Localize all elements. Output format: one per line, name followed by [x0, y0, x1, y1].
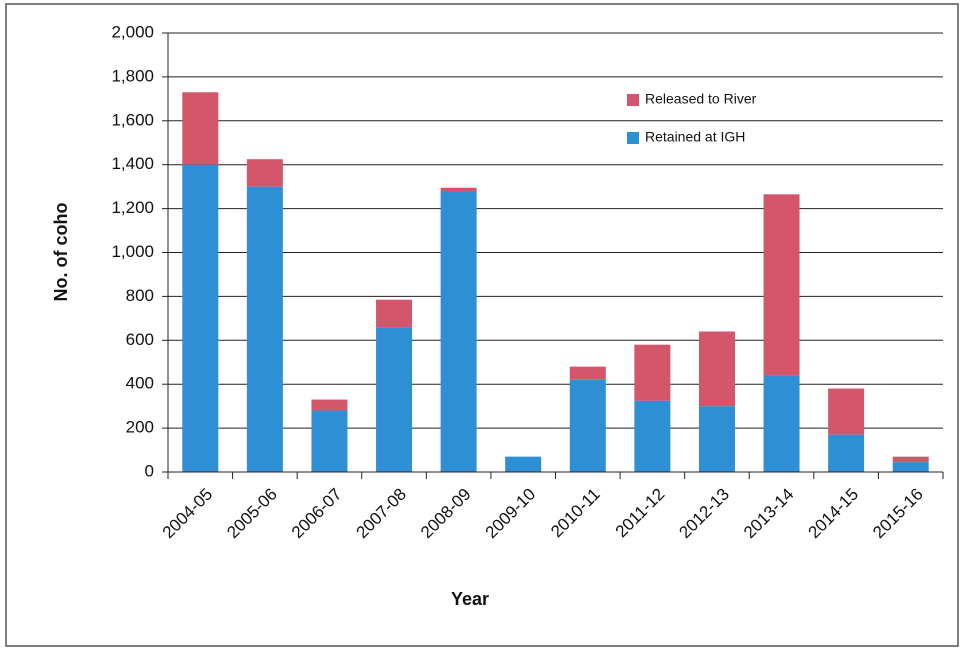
bar-segment	[828, 434, 865, 472]
bar-segment	[569, 379, 606, 472]
y-axis-title: No. of coho	[51, 203, 71, 302]
legend-swatch	[627, 94, 639, 106]
bar-segment	[892, 462, 929, 472]
bar-segment	[634, 400, 671, 472]
bar-segment	[246, 159, 283, 187]
bar-segment	[763, 194, 800, 376]
frame	[5, 3, 959, 647]
y-tick-label: 1,200	[111, 198, 154, 217]
y-tick-label: 0	[145, 461, 154, 480]
bar-segment	[376, 327, 413, 472]
legend-swatch	[627, 132, 639, 144]
bar-segment	[698, 331, 735, 407]
bar-segment	[311, 410, 348, 472]
bar-segment	[892, 456, 929, 463]
y-tick-label: 1,600	[111, 110, 154, 129]
y-tick-label: 2,000	[111, 22, 154, 41]
bar-segment	[698, 406, 735, 472]
x-axis-title: Year	[451, 589, 489, 609]
bar-segment	[440, 191, 477, 473]
bar-segment	[440, 187, 477, 192]
y-tick-label: 1,000	[111, 242, 154, 261]
y-tick-label: 400	[126, 374, 154, 393]
bar-segment	[828, 388, 865, 435]
legend-label: Released to River	[645, 91, 757, 107]
y-tick-label: 800	[126, 286, 154, 305]
bar-segment	[763, 375, 800, 472]
bar-segment	[182, 92, 219, 165]
y-tick-label: 200	[126, 418, 154, 437]
legend-label: Retained at IGH	[645, 129, 745, 145]
bar-segment	[182, 164, 219, 472]
y-tick-label: 600	[126, 330, 154, 349]
bar-segment	[246, 186, 283, 472]
bar-segment	[311, 399, 348, 411]
y-tick-label: 1,400	[111, 154, 154, 173]
bar-segment	[569, 366, 606, 380]
bar-segment	[634, 344, 671, 401]
bar-segment	[505, 456, 542, 472]
y-tick-label: 1,800	[111, 66, 154, 85]
bar-segment	[376, 299, 413, 328]
